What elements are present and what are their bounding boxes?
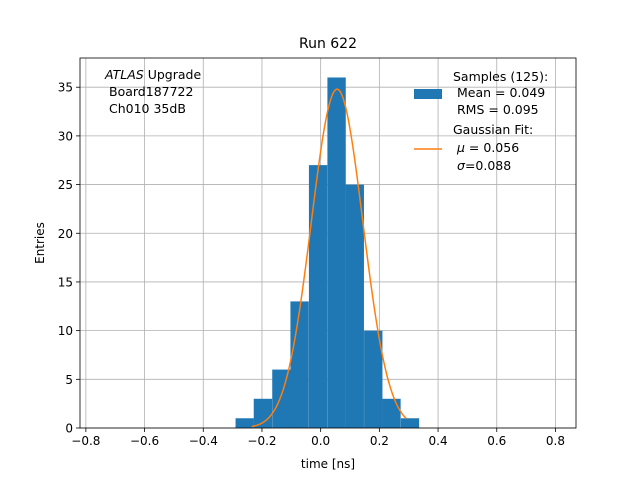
annotation-board: Board187722 <box>109 84 193 99</box>
annotation-upgrade: Upgrade <box>144 67 202 82</box>
legend-fit-sigma: σ=0.088 <box>457 158 511 173</box>
histogram-bar <box>272 369 291 428</box>
legend-sigma-value: =0.088 <box>465 158 511 173</box>
x-tick-label: −0.4 <box>189 434 218 448</box>
y-axis-label: Entries <box>33 222 47 264</box>
annotation-experiment: ATLAS Upgrade <box>104 67 201 82</box>
histogram-bar <box>382 398 401 428</box>
legend-fit-mu: μ = 0.056 <box>456 140 519 155</box>
legend-mu-value: = 0.056 <box>465 140 519 155</box>
y-tick-label: 10 <box>58 324 73 338</box>
y-tick-label: 5 <box>65 373 73 387</box>
histogram-bars <box>235 77 420 428</box>
legend-samples-title: Samples (125): <box>453 69 548 84</box>
x-tick-label: 0.4 <box>429 434 448 448</box>
legend-fit-title: Gaussian Fit: <box>453 122 533 137</box>
annotation-atlas: ATLAS <box>104 67 144 82</box>
annotation-channel: Ch010 35dB <box>109 101 186 116</box>
experiment-annotation: ATLAS Upgrade Board187722 Ch010 35dB <box>104 67 201 116</box>
histogram-bar <box>235 418 254 428</box>
x-tick-label: −0.8 <box>71 434 100 448</box>
legend-sigma-symbol: σ <box>457 158 466 173</box>
legend-samples-mean: Mean = 0.049 <box>457 85 545 100</box>
histogram-bar <box>364 330 383 428</box>
y-tick-label: 35 <box>58 81 73 95</box>
gaussian-fit-curve <box>251 88 407 428</box>
x-tick-label: −0.6 <box>130 434 159 448</box>
x-tick-label: 0.8 <box>546 434 565 448</box>
chart-title: Run 622 <box>299 36 357 52</box>
histogram-bar <box>345 184 364 428</box>
legend: Samples (125): Mean = 0.049 RMS = 0.095 … <box>414 69 548 173</box>
x-tick-label: 0.0 <box>311 434 330 448</box>
histogram-bar <box>290 301 309 428</box>
x-axis-label: time [ns] <box>301 457 355 471</box>
legend-samples-swatch <box>414 89 442 99</box>
histogram-bar <box>327 77 346 428</box>
y-tick-label: 30 <box>58 129 73 143</box>
legend-samples-rms: RMS = 0.095 <box>457 102 539 117</box>
histogram-bar <box>253 398 273 428</box>
y-tick-label: 25 <box>58 178 73 192</box>
x-tick-label: −0.2 <box>247 434 276 448</box>
legend-mu-symbol: μ <box>456 140 465 155</box>
x-axis-ticks: −0.8 −0.6 −0.4 −0.2 0.0 0.2 0.4 0.6 0.8 <box>71 428 565 448</box>
y-tick-label: 15 <box>58 275 73 289</box>
histogram-bar <box>400 418 420 428</box>
plot-frame <box>79 57 577 429</box>
y-tick-label: 0 <box>65 422 73 436</box>
x-tick-label: 0.6 <box>487 434 506 448</box>
histogram-bar <box>308 165 328 428</box>
y-axis-ticks: 0 5 10 15 20 25 30 35 <box>58 81 80 436</box>
y-tick-label: 20 <box>58 227 73 241</box>
x-tick-label: 0.2 <box>370 434 389 448</box>
